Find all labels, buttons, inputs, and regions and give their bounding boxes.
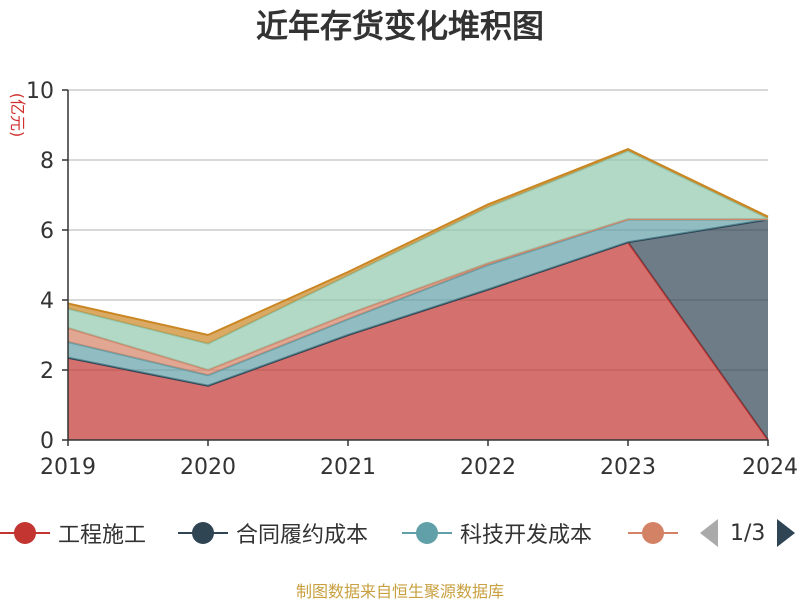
x-tick-label: 2021 [320, 455, 376, 480]
legend-label: 工程施工 [58, 523, 147, 548]
series-area-0 [68, 242, 768, 440]
series-area-1 [68, 219, 768, 440]
x-tick-label: 2023 [600, 455, 656, 480]
y-tick-label: 8 [40, 149, 54, 174]
y-tick-label: 2 [40, 359, 54, 384]
series-area-5 [68, 149, 768, 344]
x-tick-label: 2022 [460, 455, 516, 480]
legend-dot [416, 522, 438, 544]
series-line-5 [67, 148, 769, 337]
chart-title: 近年存货变化堆积图 [255, 7, 544, 45]
legend-pager: 1/3 [700, 518, 796, 548]
legend: 工程施工 合同履约成本 科技开发成本 1/3 [0, 510, 800, 556]
legend-item-fourth[interactable] [628, 518, 686, 548]
area-layer [67, 148, 769, 441]
legend-label: 合同履约成本 [236, 523, 369, 548]
legend-prev-page-button[interactable] [700, 519, 718, 547]
y-tick-label: 0 [40, 429, 54, 454]
y-tick-label: 4 [40, 289, 54, 314]
y-tick-label: 10 [26, 79, 54, 104]
legend-item-tech-dev-cost[interactable]: 科技开发成本 [402, 518, 592, 548]
y-axis-unit-label: (亿元) [8, 93, 27, 138]
legend-label: 科技开发成本 [460, 523, 593, 548]
legend-marker [0, 518, 50, 548]
legend-item-contract-cost[interactable]: 合同履约成本 [178, 518, 368, 548]
series-area-2 [68, 219, 768, 386]
legend-marker [628, 518, 678, 548]
x-tick-label: 2019 [40, 455, 96, 480]
legend-marker [178, 518, 228, 548]
legend-next-page-button[interactable] [777, 519, 796, 547]
data-source-note: 制图数据来自恒生聚源数据库 [295, 582, 504, 600]
legend-page-indicator: 1/3 [730, 520, 766, 546]
x-tick-label: 2020 [180, 455, 236, 480]
legend-dot [14, 522, 36, 544]
y-tick-label: 6 [40, 219, 54, 244]
legend-dot [642, 522, 664, 544]
x-tick-label: 2024 [742, 455, 798, 480]
legend-marker [402, 518, 452, 548]
axis-layer: 0 2 4 6 8 10 2019 2020 2021 2022 2023 2024 [26, 79, 798, 480]
series-area-4 [68, 150, 768, 370]
legend-item-engineering[interactable]: 工程施工 [0, 518, 146, 548]
legend-dot [192, 522, 214, 544]
chart-plot: 0 2 4 6 8 10 2019 2020 2021 2022 2023 2024 (亿元) [8, 79, 798, 480]
